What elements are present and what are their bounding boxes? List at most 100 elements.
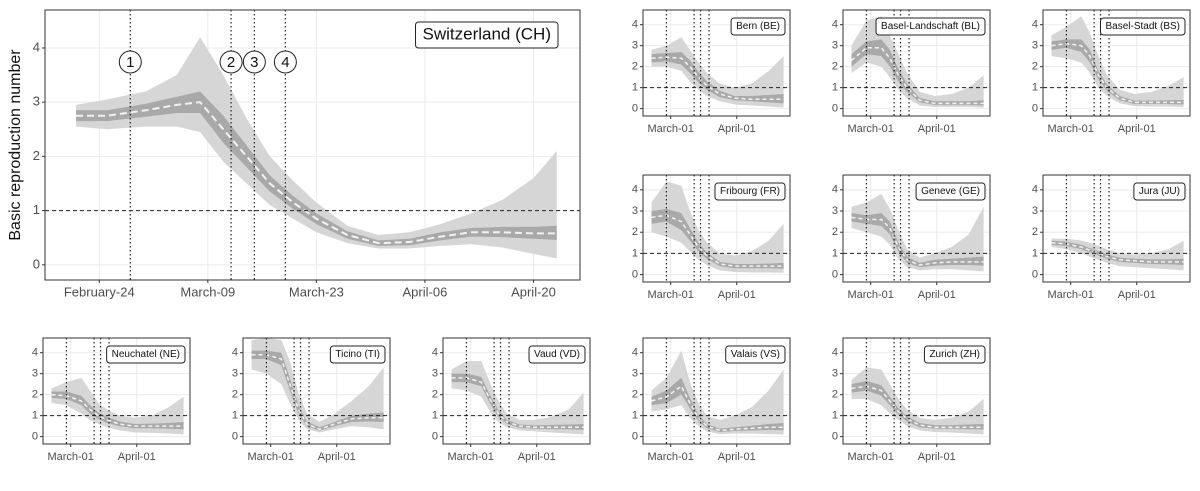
panel-border — [642, 9, 791, 117]
y-tick-label: 3 — [632, 205, 638, 217]
y-tick-label: 0 — [1032, 103, 1038, 115]
median-line — [451, 377, 584, 428]
panel: 0 1 2 3 4 March-01 April-01 Ticino (TI) — [232, 337, 391, 463]
y-tick-label: 0 — [632, 103, 638, 115]
y-tick-label: 1 — [32, 410, 38, 422]
y-tick-label: 2 — [832, 389, 838, 401]
y-tick-label: 0 — [1032, 268, 1038, 280]
panel: 0 1 2 3 4 March-01 April-01 Jura (JU) — [1032, 174, 1191, 301]
x-tick-label: April-01 — [318, 451, 356, 463]
y-tick-label: 4 — [232, 347, 238, 359]
y-tick-label: 2 — [832, 61, 838, 73]
median-line — [851, 47, 984, 105]
panel-title-box — [528, 345, 586, 364]
credible-band — [851, 16, 984, 108]
y-tick-label: 2 — [632, 226, 638, 238]
x-tick-label: April-01 — [718, 289, 756, 301]
y-tick-label: 0 — [632, 431, 638, 443]
y-tick-label: 3 — [832, 40, 838, 52]
y-tick-label: 3 — [632, 368, 638, 380]
y-tick-label: 1 — [1032, 247, 1038, 259]
median-line — [1051, 242, 1184, 263]
x-tick-label: March-01 — [647, 123, 693, 135]
y-tick-label: 2 — [632, 61, 638, 73]
x-tick-label: March-01 — [447, 451, 493, 463]
y-tick-label: 2 — [832, 226, 838, 238]
median-line — [851, 216, 984, 266]
credible-band — [1051, 39, 1184, 105]
panel-border — [442, 337, 591, 445]
x-tick-label: March-01 — [1047, 123, 1093, 135]
annotation-label: 3 — [250, 54, 258, 71]
credible-band — [851, 367, 984, 435]
credible-band — [651, 377, 784, 433]
y-tick-label: 1 — [832, 82, 838, 94]
median-line — [651, 56, 784, 100]
x-tick-label: April-01 — [918, 123, 956, 135]
credible-band — [851, 213, 984, 268]
panel-border — [642, 337, 791, 445]
y-tick-label: 2 — [1032, 226, 1038, 238]
credible-band — [651, 208, 784, 269]
y-tick-label: 3 — [33, 94, 40, 109]
panel-title-box — [714, 182, 786, 201]
y-tick-label: 3 — [32, 368, 38, 380]
y-tick-label: 1 — [632, 82, 638, 94]
x-tick-label: March-01 — [847, 123, 893, 135]
y-tick-label: 0 — [33, 256, 40, 271]
y-tick-label: 0 — [32, 431, 38, 443]
panel-title-box — [923, 345, 986, 364]
panel-border — [642, 174, 791, 283]
x-tick-label: April-01 — [518, 451, 556, 463]
panel-border — [42, 337, 191, 445]
credible-band — [851, 381, 984, 430]
y-tick-label: 4 — [1032, 184, 1038, 196]
y-tick-label: 3 — [832, 205, 838, 217]
median-line — [251, 354, 384, 431]
y-tick-label: 2 — [232, 389, 238, 401]
panel-border — [842, 174, 991, 283]
credible-band — [851, 194, 984, 272]
y-tick-label: 4 — [432, 347, 438, 359]
panel-title: Fribourg (FR) — [720, 186, 780, 197]
y-tick-label: 4 — [832, 184, 838, 196]
credible-band — [651, 51, 784, 104]
y-tick-label: 4 — [632, 347, 638, 359]
y-tick-label: 3 — [1032, 40, 1038, 52]
y-tick-label: 2 — [32, 389, 38, 401]
panel-title-box — [915, 182, 986, 201]
panel-title: Ticino (TI) — [335, 349, 380, 360]
panel-border — [242, 337, 391, 445]
y-tick-label: 4 — [33, 39, 40, 54]
y-tick-label: 0 — [432, 431, 438, 443]
panel-title: Jura (JU) — [1139, 186, 1180, 197]
y-tick-label: 4 — [632, 184, 638, 196]
panel-title-box — [329, 345, 386, 364]
panel-title-box — [875, 17, 986, 36]
annotation-label: 4 — [281, 54, 289, 71]
x-tick-label: March-01 — [47, 451, 93, 463]
x-tick-label: April-01 — [918, 451, 956, 463]
x-tick-label: March-01 — [647, 289, 693, 301]
y-tick-label: 0 — [632, 268, 638, 280]
credible-band — [851, 39, 984, 106]
y-tick-label: 4 — [832, 347, 838, 359]
y-tick-label: 1 — [432, 410, 438, 422]
x-tick-label: April-20 — [511, 284, 556, 299]
y-tick-label: 2 — [632, 389, 638, 401]
x-tick-label: April-06 — [403, 284, 448, 299]
y-tick-label: 4 — [32, 347, 38, 359]
x-tick-label: April-01 — [1118, 123, 1156, 135]
panel-title: Switzerland (CH) — [423, 24, 551, 43]
panel-title: Basel-Stadt (BS) — [1106, 21, 1180, 32]
y-tick-label: 3 — [832, 368, 838, 380]
y-tick-label: 1 — [832, 247, 838, 259]
annotation-circle — [219, 50, 243, 74]
y-tick-label: 4 — [832, 19, 838, 31]
panel-border — [1042, 9, 1191, 117]
median-line — [851, 385, 984, 428]
x-tick-label: April-01 — [118, 451, 156, 463]
y-tick-label: 1 — [1032, 82, 1038, 94]
credible-band — [651, 37, 784, 108]
